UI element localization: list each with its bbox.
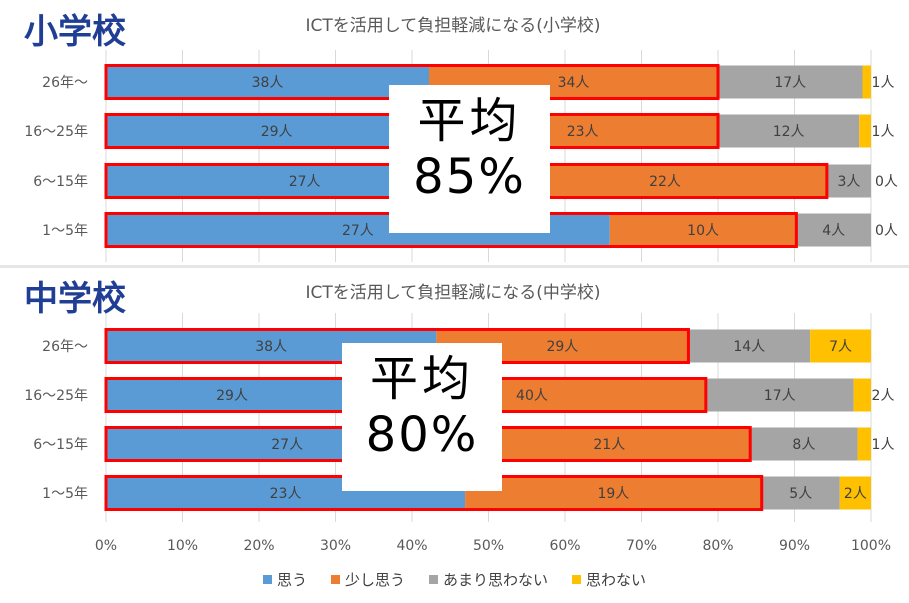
category-label: 6～15年: [33, 174, 88, 190]
average-value: 80%: [365, 407, 479, 463]
legend-label: あまり思わない: [443, 570, 549, 589]
category-label: 6～15年: [33, 437, 88, 453]
bar-segment: [857, 427, 871, 461]
bar-segment: [106, 65, 429, 99]
panel-label: 中学校: [24, 279, 126, 319]
bar-segment: [761, 476, 840, 510]
average-label: 平均: [369, 351, 474, 407]
category-label: 26年～: [42, 339, 88, 355]
data-label: 12人: [773, 124, 805, 140]
data-label: 10人: [687, 223, 719, 239]
data-label: 5人: [789, 486, 812, 502]
data-label: 14人: [733, 339, 765, 355]
x-tick-label: 30%: [320, 538, 351, 554]
bar-segment: [862, 65, 871, 99]
panel-label: 小学校: [24, 12, 126, 52]
x-tick-label: 80%: [702, 538, 733, 554]
legend-item: 思わない: [572, 569, 646, 590]
data-label: 17人: [774, 75, 806, 91]
chart-title: ICTを活用して負担軽減になる(中学校): [305, 283, 600, 303]
data-label: 34人: [558, 75, 590, 91]
data-label: 27人: [342, 223, 374, 239]
bar-segment: [503, 164, 827, 198]
bar-segment: [465, 476, 762, 510]
bar-segment: [853, 378, 871, 412]
x-tick-label: 50%: [473, 538, 504, 554]
category-label: 16～25年: [24, 388, 88, 404]
bar-segment: [826, 164, 871, 198]
average-box-elementary: 平均 85%: [389, 85, 550, 233]
bar-segment: [839, 476, 871, 510]
data-label: 29人: [261, 124, 293, 140]
legend-swatch: [572, 574, 582, 584]
x-tick-label: 60%: [549, 538, 580, 554]
data-label: 0人: [875, 174, 898, 190]
legend-label: 少し思う: [344, 570, 405, 589]
bar-segment: [810, 329, 871, 363]
panel-divider: [0, 265, 909, 268]
category-label: 16～25年: [24, 124, 88, 140]
data-label: 2人: [872, 388, 895, 404]
data-label: 1人: [872, 124, 895, 140]
x-tick-label: 90%: [779, 538, 810, 554]
average-box-junior-high: 平均 80%: [342, 343, 502, 491]
bar-segment: [859, 114, 871, 148]
bar-segment: [106, 378, 359, 412]
data-label: 29人: [216, 388, 248, 404]
data-label: 21人: [593, 437, 625, 453]
average-value: 85%: [413, 149, 526, 205]
data-label: 23人: [270, 486, 302, 502]
data-label: 1人: [872, 75, 895, 91]
bar-segment: [718, 65, 863, 99]
data-label: 8人: [792, 437, 815, 453]
x-tick-label: 100%: [851, 538, 891, 554]
data-label: 38人: [255, 339, 287, 355]
bar-segment: [750, 427, 858, 461]
bar-segment: [468, 427, 751, 461]
data-label: 38人: [252, 75, 284, 91]
data-label: 4人: [822, 223, 845, 239]
legend-item: 思う: [262, 569, 307, 590]
legend-swatch: [330, 574, 340, 584]
x-tick-label: 0%: [95, 538, 117, 554]
data-label: 29人: [546, 339, 578, 355]
bar-segment: [688, 329, 811, 363]
legend-label: 思わない: [586, 570, 647, 589]
bar-segment: [609, 213, 797, 247]
category-label: 1～5年: [42, 486, 88, 502]
data-label: 1人: [872, 437, 895, 453]
legend: 思う 少し思う あまり思わない 思わない: [0, 569, 909, 589]
legend-swatch: [262, 574, 272, 584]
data-label: 27人: [289, 174, 321, 190]
average-label: 平均: [417, 93, 522, 149]
data-label: 22人: [649, 174, 681, 190]
bar-segment: [705, 378, 854, 412]
legend-item: あまり思わない: [429, 569, 548, 590]
data-label: 19人: [597, 486, 629, 502]
category-label: 1～5年: [42, 223, 88, 239]
data-label: 17人: [764, 388, 796, 404]
data-label: 3人: [837, 174, 860, 190]
data-label: 27人: [271, 437, 303, 453]
x-tick-label: 10%: [167, 538, 198, 554]
data-label: 23人: [567, 124, 599, 140]
chart-title: ICTを活用して負担軽減になる(小学校): [305, 16, 600, 36]
bar-segment: [796, 213, 871, 247]
data-label: 0人: [875, 223, 898, 239]
x-tick-label: 70%: [626, 538, 657, 554]
data-label: 40人: [516, 388, 548, 404]
legend-item: 少し思う: [330, 569, 405, 590]
x-tick-label: 40%: [396, 538, 427, 554]
data-label: 2人: [844, 486, 867, 502]
data-label: 7人: [829, 339, 852, 355]
legend-label: 思う: [276, 570, 307, 589]
legend-swatch: [429, 574, 438, 584]
x-tick-label: 20%: [243, 538, 274, 554]
bar-segment: [718, 114, 860, 148]
category-label: 26年～: [42, 75, 88, 91]
